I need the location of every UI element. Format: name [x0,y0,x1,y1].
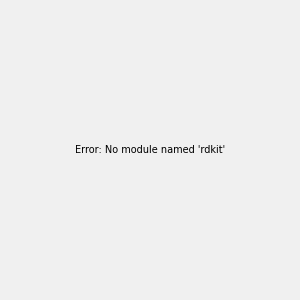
Text: Error: No module named 'rdkit': Error: No module named 'rdkit' [75,145,225,155]
